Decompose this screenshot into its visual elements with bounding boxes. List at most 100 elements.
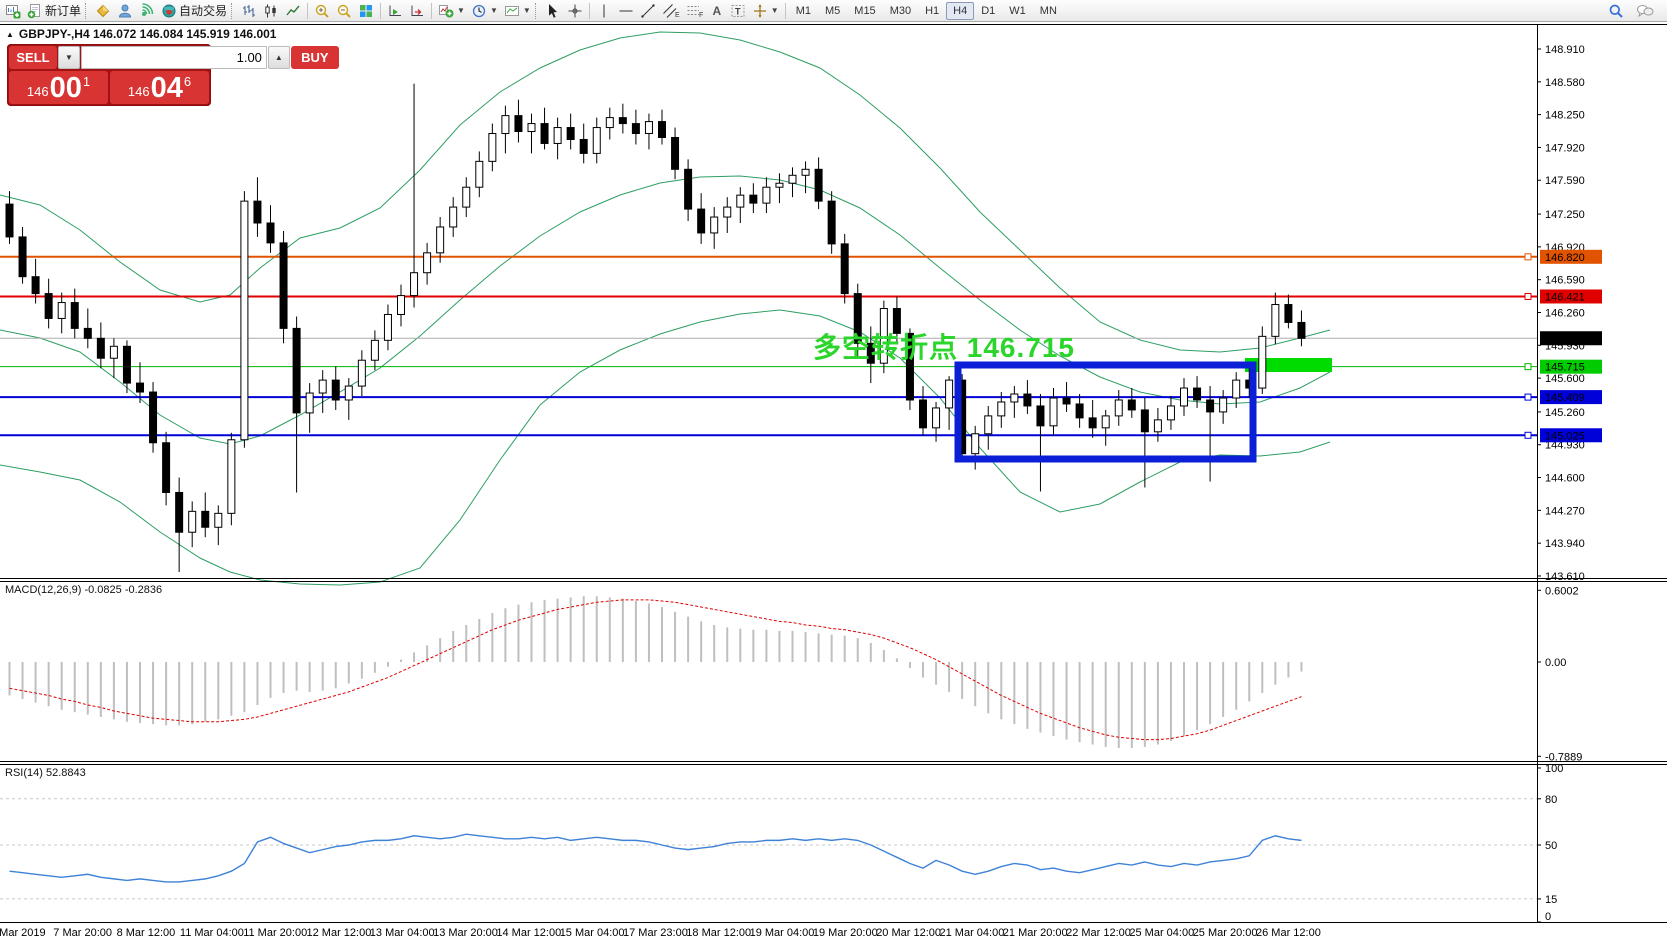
fibonacci-tool-button[interactable]: F bbox=[683, 2, 707, 20]
auto-scroll-button[interactable] bbox=[384, 2, 406, 20]
macd-pane bbox=[8, 596, 1303, 749]
chat-button[interactable] bbox=[1633, 2, 1657, 20]
volume-increase-button[interactable]: ▲ bbox=[267, 46, 290, 69]
macd-indicator-label: MACD(12,26,9) -0.0825 -0.2836 bbox=[5, 584, 163, 596]
rsi-pane bbox=[0, 798, 1537, 900]
svg-text:143.940: 143.940 bbox=[1545, 538, 1585, 550]
candlestick-icon bbox=[265, 4, 276, 17]
svg-text:100: 100 bbox=[1545, 763, 1563, 775]
timeframe-m5-button[interactable]: M5 bbox=[818, 2, 847, 20]
chart-shift-button[interactable] bbox=[406, 2, 428, 20]
zoom-out-button[interactable] bbox=[333, 2, 355, 20]
chart-shift-icon bbox=[411, 5, 424, 16]
bar-chart-mode-button[interactable] bbox=[238, 2, 260, 20]
buy-price-sup: 6 bbox=[183, 74, 192, 89]
signals-icon bbox=[142, 2, 154, 16]
tile-windows-button[interactable] bbox=[355, 2, 377, 20]
crosshair-icon bbox=[568, 4, 582, 17]
svg-text:11 Mar 20:00: 11 Mar 20:00 bbox=[243, 927, 307, 939]
pane-frames bbox=[0, 24, 1667, 923]
svg-text:144.930: 144.930 bbox=[1545, 440, 1585, 452]
auto-scroll-icon bbox=[389, 5, 402, 16]
buy-price-display[interactable]: 146 04 6 bbox=[110, 71, 209, 104]
timeframe-h4-button[interactable]: H4 bbox=[946, 1, 975, 20]
svg-text:21 Mar 20:00: 21 Mar 20:00 bbox=[1003, 927, 1068, 939]
blue-box-layer bbox=[954, 361, 1257, 463]
toolbar-grip bbox=[85, 2, 89, 19]
svg-text:20 Mar 12:00: 20 Mar 12:00 bbox=[876, 927, 941, 939]
text-tool-button[interactable]: A bbox=[707, 2, 727, 20]
crosshair-button[interactable] bbox=[564, 2, 586, 20]
line-chart-mode-button[interactable] bbox=[282, 2, 304, 20]
zoom-in-icon bbox=[315, 4, 329, 18]
periods-button[interactable]: ▼ bbox=[468, 2, 501, 20]
svg-text:25 Mar 04:00: 25 Mar 04:00 bbox=[1129, 927, 1194, 939]
timeframe-h1-button[interactable]: H1 bbox=[918, 2, 946, 20]
horizontal-line-tool-button[interactable] bbox=[615, 2, 637, 20]
svg-text:145.409: 145.409 bbox=[1545, 392, 1585, 404]
toolbar-separator bbox=[380, 2, 382, 19]
svg-text:-0.7889: -0.7889 bbox=[1545, 751, 1582, 763]
chat-icon bbox=[1637, 4, 1654, 17]
timeframe-w1-button[interactable]: W1 bbox=[1002, 2, 1033, 20]
community-button[interactable] bbox=[114, 2, 136, 20]
toolbar-separator bbox=[784, 2, 786, 19]
collapse-arrow-icon[interactable]: ▲ bbox=[6, 29, 14, 39]
svg-text:144.600: 144.600 bbox=[1545, 473, 1585, 485]
channel-icon: E bbox=[662, 3, 680, 19]
cursor-button[interactable] bbox=[542, 2, 564, 20]
buy-button[interactable]: BUY bbox=[290, 46, 339, 69]
signals-button[interactable] bbox=[136, 2, 158, 20]
svg-text:7 Mar 20:00: 7 Mar 20:00 bbox=[53, 927, 112, 939]
shapes-button[interactable]: ▼ bbox=[749, 2, 782, 20]
text-label-tool-button[interactable]: T bbox=[727, 2, 749, 20]
timeframe-d1-button[interactable]: D1 bbox=[974, 2, 1002, 20]
dropdown-arrow-icon: ▼ bbox=[522, 6, 531, 15]
svg-text:144.270: 144.270 bbox=[1545, 505, 1585, 517]
svg-text:145.025: 145.025 bbox=[1545, 430, 1585, 442]
vertical-line-tool-button[interactable] bbox=[593, 2, 615, 20]
svg-text:146.820: 146.820 bbox=[1545, 252, 1585, 264]
svg-text:25 Mar 20:00: 25 Mar 20:00 bbox=[1193, 927, 1258, 939]
bar-chart-icon bbox=[243, 4, 256, 17]
svg-text:148.580: 148.580 bbox=[1545, 77, 1585, 89]
search-button[interactable] bbox=[1605, 2, 1627, 20]
svg-text:F: F bbox=[699, 12, 703, 19]
svg-text:E: E bbox=[675, 12, 680, 19]
zoom-in-button[interactable] bbox=[311, 2, 333, 20]
trendline-tool-button[interactable] bbox=[637, 2, 659, 20]
svg-text:80: 80 bbox=[1545, 794, 1557, 806]
svg-text:146.421: 146.421 bbox=[1545, 291, 1585, 303]
autotrading-button[interactable]: 自动交易 bbox=[158, 2, 230, 20]
svg-text:22 Mar 12:00: 22 Mar 12:00 bbox=[1066, 927, 1131, 939]
templates-button[interactable]: ▼ bbox=[501, 2, 534, 20]
toolbar-right-group bbox=[1605, 2, 1665, 20]
sell-button[interactable]: SELL bbox=[9, 46, 57, 69]
timeframe-m30-button[interactable]: M30 bbox=[883, 2, 918, 20]
timeframe-m1-button[interactable]: M1 bbox=[789, 2, 818, 20]
trendline-icon bbox=[641, 3, 655, 18]
svg-text:146.001: 146.001 bbox=[1545, 333, 1585, 345]
svg-text:11 Mar 04:00: 11 Mar 04:00 bbox=[180, 927, 244, 939]
svg-text:19 Mar 20:00: 19 Mar 20:00 bbox=[813, 927, 878, 939]
timeframe-mn-button[interactable]: MN bbox=[1033, 2, 1064, 20]
svg-text:26 Mar 12:00: 26 Mar 12:00 bbox=[1256, 927, 1321, 939]
candlestick-mode-button[interactable] bbox=[260, 2, 282, 20]
template-icon bbox=[504, 5, 519, 16]
svg-text:148.910: 148.910 bbox=[1545, 44, 1585, 56]
market-button[interactable] bbox=[92, 2, 114, 20]
sell-price-display[interactable]: 146 00 1 bbox=[9, 71, 108, 104]
time-axis: 7 Mar 2019 7 Mar 20:00 8 Mar 12:00 11 Mar 0… bbox=[0, 927, 1321, 939]
toolbar-separator bbox=[307, 2, 309, 19]
chart-annotations bbox=[1245, 358, 1332, 372]
equidistant-channel-tool-button[interactable]: E bbox=[659, 2, 683, 20]
new-chart-button[interactable] bbox=[2, 2, 24, 20]
new-order-button[interactable]: 新订单 bbox=[24, 2, 84, 20]
svg-text:7 Mar 2019: 7 Mar 2019 bbox=[0, 927, 46, 939]
indicators-button[interactable]: ▼ bbox=[435, 2, 468, 20]
timeframe-m15-button[interactable]: M15 bbox=[847, 2, 882, 20]
volume-input[interactable] bbox=[80, 46, 267, 69]
volume-decrease-button[interactable]: ▼ bbox=[58, 46, 80, 69]
horizontal-line-icon bbox=[619, 10, 633, 11]
